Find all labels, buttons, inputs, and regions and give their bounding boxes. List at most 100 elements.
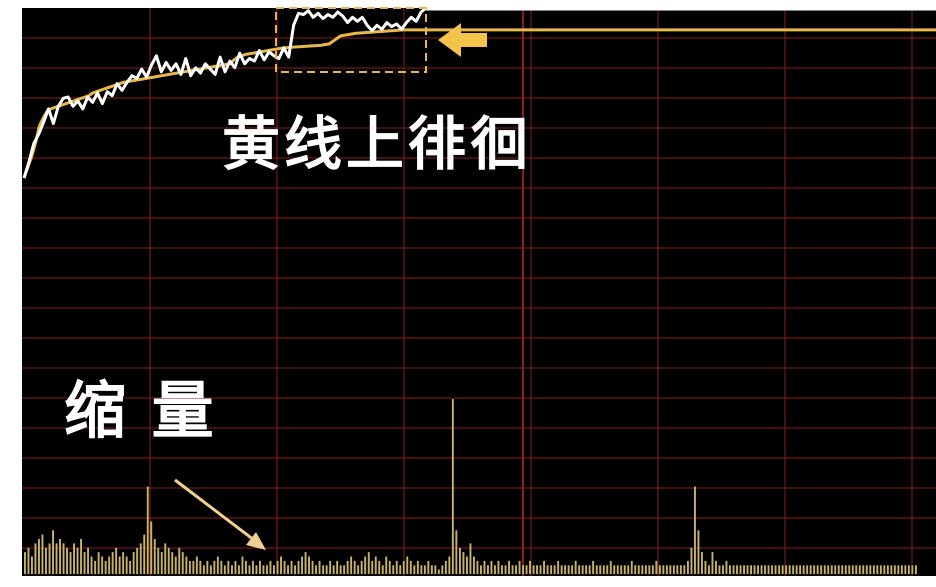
volume-bar <box>45 547 47 575</box>
volume-bar <box>462 552 465 574</box>
volume-bar <box>820 565 823 575</box>
volume-bar <box>897 565 900 575</box>
volume-bar <box>294 565 296 575</box>
volume-bar <box>588 565 591 575</box>
volume-bar <box>697 530 700 575</box>
volume-bar <box>711 552 714 574</box>
volume-bar <box>322 565 325 575</box>
volume-bar <box>262 565 265 575</box>
volume-bar <box>504 565 507 575</box>
volume-bar <box>185 556 188 574</box>
left-arrow-icon <box>438 23 487 57</box>
volume-bar <box>571 565 574 575</box>
volume-bar <box>536 565 538 575</box>
volume-bar <box>202 565 205 575</box>
volume-bar <box>385 556 388 574</box>
volume-bar <box>497 560 500 574</box>
volume-bar <box>623 565 626 575</box>
volume-bar <box>757 565 759 575</box>
volume-bar <box>315 565 317 575</box>
volume-bar <box>627 565 630 575</box>
volume-bar <box>27 547 30 575</box>
volume-bar <box>543 560 545 574</box>
volume-bar <box>764 565 766 575</box>
volume-bar <box>209 565 212 575</box>
volume-bar <box>490 560 493 574</box>
volume-bar <box>234 560 237 574</box>
volume-bar <box>381 565 384 575</box>
volume-bar <box>125 556 128 574</box>
volume-bar <box>806 565 809 575</box>
volume-bar <box>841 565 844 575</box>
volume-bar <box>160 552 163 574</box>
volume-bar <box>480 565 482 575</box>
volume-bar <box>441 565 444 575</box>
volume-bar <box>357 565 360 575</box>
volume-bar <box>473 556 475 574</box>
volume-bar <box>146 486 149 574</box>
volume-bar <box>813 565 816 575</box>
volume-bar <box>466 556 468 574</box>
volume-annotation: 缩 量 <box>64 374 216 447</box>
volume-bar <box>750 565 752 575</box>
volume-bar <box>48 543 51 574</box>
volume-bar <box>311 560 314 574</box>
volume-bar <box>118 556 121 574</box>
volume-bar <box>90 556 93 574</box>
volume-bar <box>231 565 233 575</box>
volume-bar <box>732 565 735 575</box>
volume-bar <box>694 486 696 574</box>
volume-bar <box>69 552 72 574</box>
volume-bar <box>220 560 223 574</box>
volume-bar <box>273 565 275 575</box>
volume-bar <box>31 556 33 574</box>
volume-bar <box>641 565 644 575</box>
volume-bar <box>760 565 763 575</box>
volume-bar <box>83 552 86 574</box>
volume-bar <box>469 543 472 574</box>
volume-bar <box>795 565 798 575</box>
volume-bar <box>508 560 510 574</box>
volume-bar <box>708 565 710 575</box>
grid-lines <box>22 7 936 576</box>
volume-bar <box>80 539 82 574</box>
volume-bar <box>325 565 328 575</box>
volume-bar <box>778 565 781 575</box>
volume-bar <box>557 560 560 574</box>
volume-bar <box>157 547 160 575</box>
volume-bar <box>388 560 391 574</box>
volume-bar <box>329 560 332 574</box>
volume-bar <box>413 565 416 575</box>
volume-bar <box>52 530 54 575</box>
volume-bar <box>539 565 542 575</box>
volume-bar <box>73 543 75 574</box>
volume-bar <box>848 565 851 575</box>
volume-bar <box>907 565 910 575</box>
volume-bar <box>753 565 756 575</box>
volume-bar <box>276 560 279 574</box>
volume-bar <box>515 565 517 575</box>
volume-bar <box>115 547 118 575</box>
volume-bar <box>399 565 402 575</box>
volume-bar <box>430 565 433 575</box>
volume-bar <box>269 560 272 574</box>
volume-bar <box>574 560 577 574</box>
volume-bar <box>427 560 430 574</box>
volume-bar <box>434 565 437 575</box>
volume-bar <box>259 560 261 574</box>
volume-bar <box>255 565 258 575</box>
volume-bar <box>223 565 226 575</box>
price-line <box>22 6 427 179</box>
volume-bar <box>774 565 777 575</box>
volume-bar <box>865 565 868 575</box>
volume-bar <box>280 556 282 574</box>
volume-bar <box>862 565 865 575</box>
volume-bar <box>139 543 142 574</box>
volume-bar <box>644 565 647 575</box>
volume-bar <box>679 565 682 575</box>
volume-bar <box>658 565 661 575</box>
volume-bar <box>304 552 307 574</box>
volume-bar <box>34 543 37 574</box>
